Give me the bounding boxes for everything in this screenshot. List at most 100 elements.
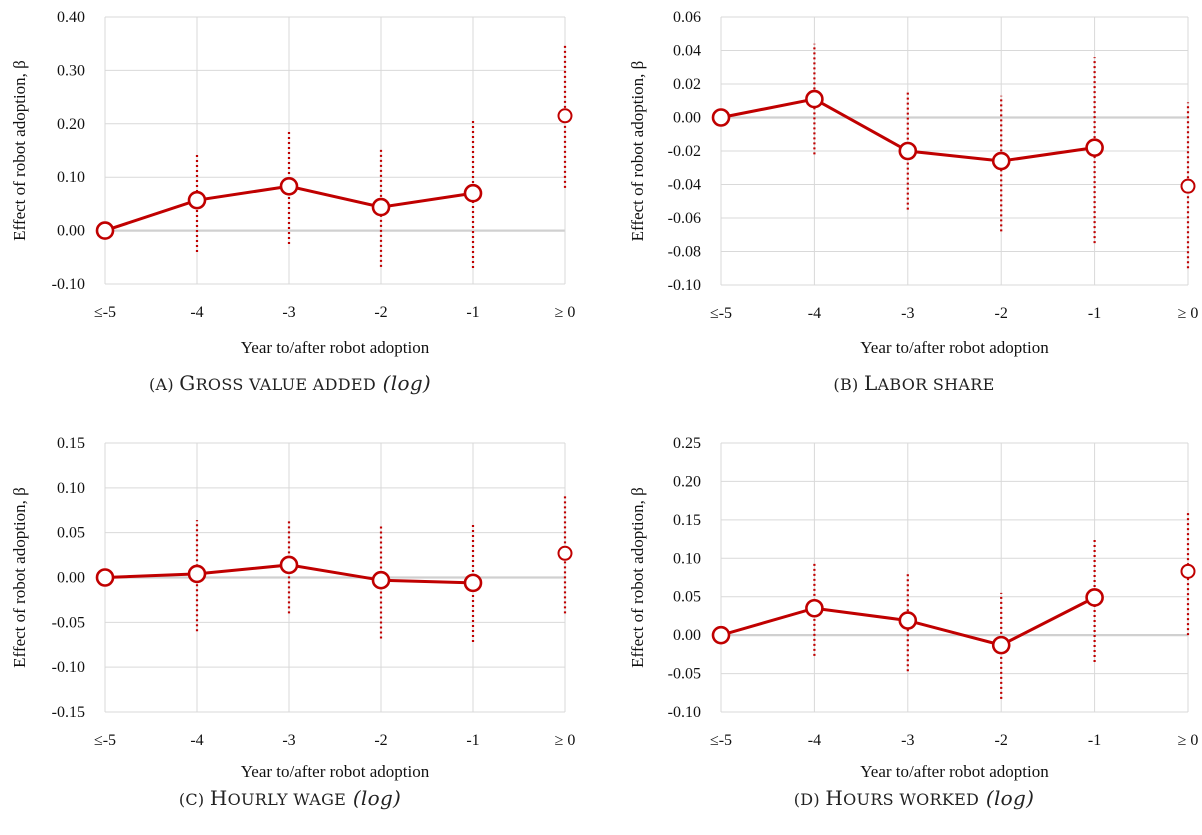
x-tick-label: ≥ 0 [555, 732, 576, 749]
y-tick-label: 0.15 [673, 512, 701, 529]
panel-d: -0.10 -0.05 0.00 0.05 0.10 0.15 0.20 0.25 ≤-5 -4 -… [628, 435, 1198, 810]
x-tick-label: ≤-5 [710, 732, 732, 749]
y-tick-label: 0.00 [673, 627, 701, 644]
x-tick-label: -4 [808, 305, 821, 322]
y-tick-label: 0.06 [673, 9, 701, 26]
caption-prefix: (C) [179, 790, 210, 809]
data-point [371, 570, 391, 590]
data-point [371, 197, 391, 217]
panel-c: -0.15 -0.10 -0.05 0.00 0.05 0.10 0.15 ≤-5 -4 -3 -2… [10, 435, 575, 810]
y-tick-label: 0.10 [57, 169, 85, 186]
y-tick-label: -0.10 [668, 704, 701, 721]
x-axis-label: Year to/after robot adoption [860, 338, 1049, 357]
data-point [1085, 138, 1104, 157]
y-tick-label: 0.10 [673, 550, 701, 567]
caption-prefix: (A) [149, 375, 179, 394]
x-axis-label: Year to/after robot adoption [860, 762, 1049, 781]
x-tick-label: -2 [374, 304, 387, 321]
caption-suffix: (log) [979, 786, 1034, 810]
x-tick-label: -3 [282, 732, 295, 749]
data-point [805, 598, 824, 618]
data-point [898, 141, 918, 161]
x-tick-label: -4 [190, 732, 203, 749]
x-axis-label: Year to/after robot adoption [241, 338, 430, 357]
panel-caption: (B) LABOR SHARE [833, 371, 994, 395]
x-axis-label: Year to/after robot adoption [241, 762, 430, 781]
x-tick-label: -3 [901, 732, 914, 749]
y-tick-label: -0.04 [668, 177, 701, 194]
x-tick-label: ≥ 0 [555, 304, 576, 321]
data-point [898, 611, 918, 630]
caption-title-first: H [825, 786, 843, 810]
y-tick-label: 0.20 [673, 473, 701, 490]
data-point [1180, 178, 1196, 194]
y-tick-label: 0.25 [673, 435, 701, 452]
y-axis-label: Effect of robot adoption, β [628, 61, 647, 242]
y-tick-label: 0.00 [57, 570, 85, 587]
panel-a: -0.10 0.00 0.10 0.20 0.30 0.40 ≤-5 -4 -3 -2 -1 ≥ 0 E… [10, 9, 575, 395]
caption-title-rest: OURS WORKED [843, 790, 979, 809]
data-point [991, 151, 1011, 171]
y-tick-label: 0.05 [57, 525, 85, 542]
x-tick-label: -1 [466, 732, 479, 749]
x-tick-label: -2 [995, 305, 1008, 322]
x-tick-label: -2 [374, 732, 387, 749]
y-tick-label: 0.00 [57, 223, 85, 240]
caption-title-rest: ABOR SHARE [877, 375, 995, 394]
y-tick-label: 0.40 [57, 9, 85, 26]
y-tick-label: 0.05 [673, 589, 701, 606]
data-point [463, 573, 483, 593]
y-tick-label: -0.15 [52, 704, 85, 721]
data-point [711, 625, 731, 645]
data-point [557, 545, 573, 561]
data-point [187, 564, 207, 584]
panel-caption: (D) HOURS WORKED (log) [794, 786, 1034, 810]
caption-title-rest: ROSS VALUE ADDED [196, 375, 376, 394]
caption-title-rest: OURLY WAGE [228, 790, 347, 809]
x-tick-label: ≤-5 [94, 304, 116, 321]
x-tick-label: -4 [808, 732, 821, 749]
caption-prefix: (D) [794, 790, 826, 809]
caption-prefix: (B) [833, 375, 864, 394]
data-point [279, 176, 299, 196]
y-tick-label: -0.08 [668, 244, 701, 261]
caption-suffix: (log) [376, 371, 431, 395]
data-point [95, 221, 115, 240]
caption-title-first: H [210, 786, 228, 810]
y-tick-label: -0.06 [668, 210, 701, 227]
x-tick-label: ≤-5 [94, 732, 116, 749]
y-tick-label: -0.05 [668, 666, 701, 683]
x-tick-label: -3 [901, 305, 914, 322]
y-tick-label: 0.10 [57, 480, 85, 497]
data-point [805, 89, 824, 109]
y-axis-label: Effect of robot adoption, β [10, 487, 29, 668]
x-tick-label: ≤-5 [710, 305, 732, 322]
panel-caption: (C) HOURLY WAGE (log) [179, 786, 401, 810]
x-tick-label: -3 [282, 304, 295, 321]
y-tick-label: -0.10 [668, 277, 701, 294]
y-tick-label: 0.04 [673, 43, 701, 60]
x-tick-label: -1 [1088, 305, 1101, 322]
data-point [557, 108, 573, 124]
caption-suffix: (log) [346, 786, 401, 810]
data-point [1180, 563, 1196, 579]
y-tick-label: 0.02 [673, 76, 701, 93]
data-point [711, 108, 731, 127]
caption-title-first: L [864, 371, 878, 395]
x-tick-label: -1 [466, 304, 479, 321]
data-point [463, 183, 483, 203]
y-tick-label: -0.10 [52, 276, 85, 293]
y-axis-label: Effect of robot adoption, β [628, 487, 647, 668]
y-tick-label: -0.10 [52, 659, 85, 676]
y-tick-label: 0.00 [673, 110, 701, 127]
data-point [95, 568, 115, 587]
y-tick-label: 0.30 [57, 62, 85, 79]
x-tick-label: ≥ 0 [1178, 305, 1199, 322]
x-tick-label: -2 [995, 732, 1008, 749]
panel-caption: (A) GROSS VALUE ADDED (log) [149, 371, 431, 395]
y-tick-label: 0.15 [57, 435, 85, 452]
y-tick-label: 0.20 [57, 116, 85, 133]
x-tick-label: -4 [190, 304, 203, 321]
caption-title-first: G [179, 371, 195, 395]
